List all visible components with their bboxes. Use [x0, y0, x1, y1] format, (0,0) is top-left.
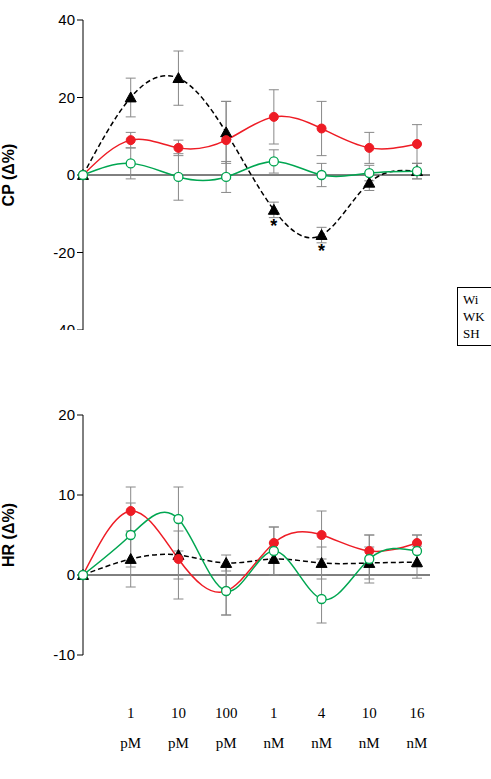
svg-text:10: 10 [58, 486, 75, 503]
svg-text:20: 20 [58, 406, 75, 423]
svg-text:1: 1 [127, 705, 135, 721]
svg-text:pM: pM [168, 735, 189, 751]
html-text:Wi: Wi [463, 292, 479, 307]
svg-text:10: 10 [171, 705, 186, 721]
svg-text:0: 0 [67, 566, 75, 583]
svg-text:nM: nM [407, 735, 428, 751]
svg-text:nM: nM [359, 735, 380, 751]
svg-text:pM: pM [120, 735, 141, 751]
svg-text:nM: nM [311, 735, 332, 751]
svg-text:20: 20 [58, 89, 75, 106]
svg-text:-40: -40 [53, 321, 75, 330]
svg-text:-20: -20 [53, 244, 75, 261]
svg-text:10: 10 [362, 705, 377, 721]
svg-text:*: * [318, 241, 325, 261]
svg-text:40: 40 [58, 11, 75, 28]
svg-text:nM: nM [263, 735, 284, 751]
svg-text:HR (Δ%): HR (Δ%) [8, 503, 17, 567]
svg-text:100: 100 [215, 705, 238, 721]
html-text:SH: SH [463, 326, 480, 341]
svg-text:4: 4 [318, 705, 326, 721]
svg-text:pM: pM [216, 735, 237, 751]
svg-text:0: 0 [67, 166, 75, 183]
svg-text:CP (Δ%): CP (Δ%) [8, 144, 17, 207]
svg-text:1: 1 [270, 705, 278, 721]
html-text:WK: WK [463, 309, 485, 324]
svg-text:*: * [270, 216, 277, 236]
svg-text:16: 16 [410, 705, 426, 721]
svg-text:-10: -10 [53, 646, 75, 663]
